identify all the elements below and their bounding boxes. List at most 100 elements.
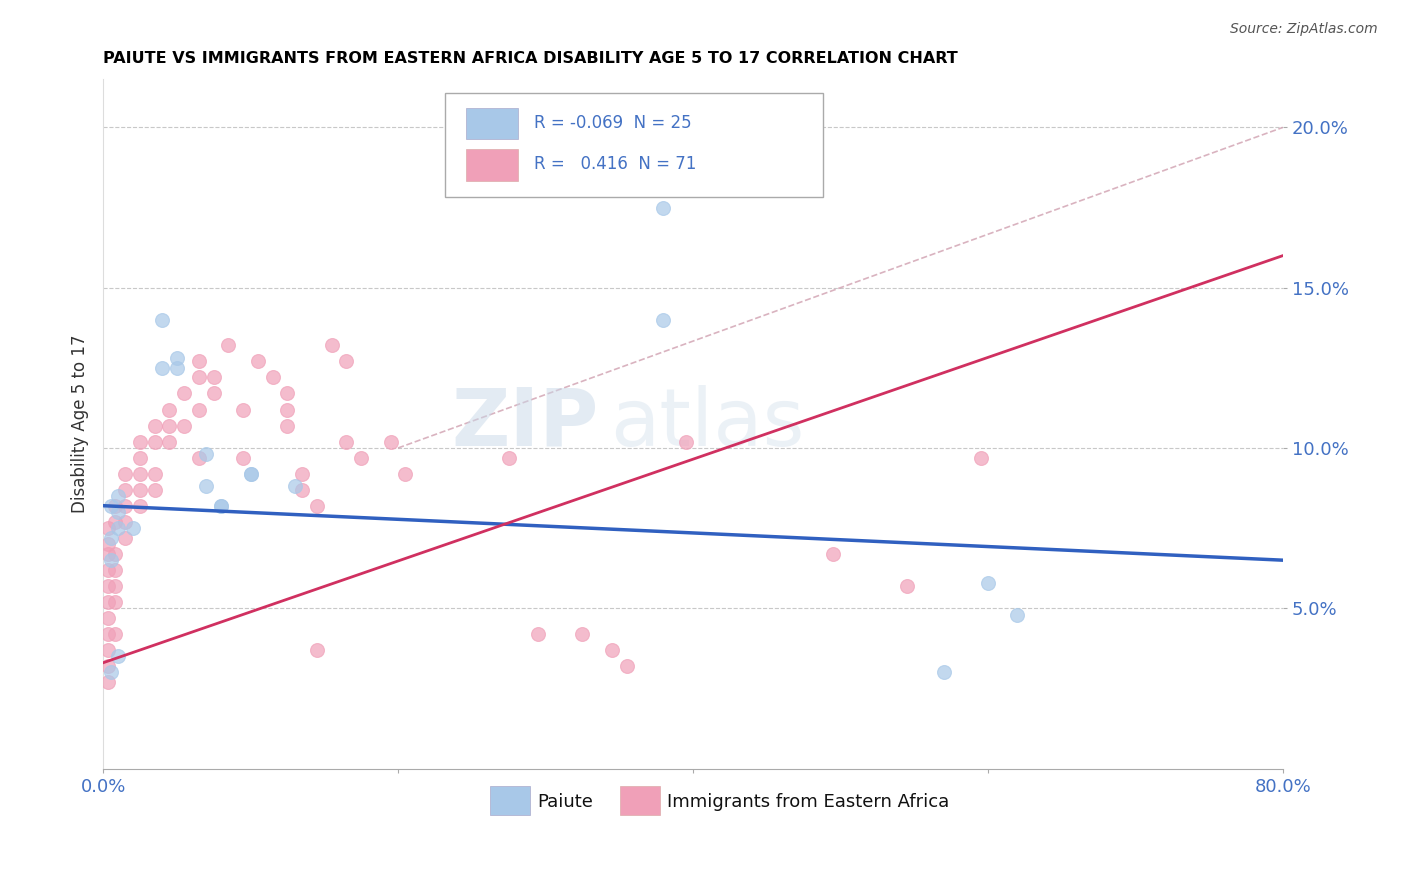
Point <box>107 489 129 503</box>
Point <box>202 370 225 384</box>
Point <box>305 643 328 657</box>
Point <box>114 499 136 513</box>
Point <box>276 386 298 401</box>
Point <box>100 531 122 545</box>
Point <box>262 370 284 384</box>
Point <box>239 467 262 481</box>
Point <box>96 611 118 625</box>
Point <box>143 483 166 497</box>
Point <box>246 354 269 368</box>
Point <box>114 483 136 497</box>
Point <box>96 521 118 535</box>
Point <box>291 467 314 481</box>
Point <box>96 659 118 673</box>
Point <box>104 547 127 561</box>
Point <box>188 450 211 465</box>
Point <box>1007 607 1029 622</box>
Point <box>239 467 262 481</box>
Point <box>96 537 118 551</box>
Point <box>276 402 298 417</box>
Point <box>748 146 770 161</box>
Point <box>143 467 166 481</box>
Point <box>932 665 955 680</box>
Y-axis label: Disability Age 5 to 17: Disability Age 5 to 17 <box>72 334 89 513</box>
Point <box>107 649 129 664</box>
Point <box>195 447 218 461</box>
Point <box>100 499 122 513</box>
Point <box>104 499 127 513</box>
Point <box>188 402 211 417</box>
Point <box>616 659 638 673</box>
Point <box>96 627 118 641</box>
Point <box>150 360 173 375</box>
Point <box>209 499 232 513</box>
Point <box>114 467 136 481</box>
Point <box>188 354 211 368</box>
Point <box>675 434 697 449</box>
Point <box>150 312 173 326</box>
Point <box>159 418 181 433</box>
FancyBboxPatch shape <box>467 149 519 181</box>
Point <box>107 521 129 535</box>
Point <box>202 386 225 401</box>
Point <box>107 505 129 519</box>
FancyBboxPatch shape <box>446 93 823 196</box>
Text: R =   0.416  N = 71: R = 0.416 N = 71 <box>534 155 696 173</box>
Text: Source: ZipAtlas.com: Source: ZipAtlas.com <box>1230 22 1378 37</box>
Point <box>166 351 188 366</box>
Point <box>104 563 127 577</box>
Point <box>527 627 550 641</box>
Text: Paiute: Paiute <box>537 793 593 811</box>
Point <box>380 434 402 449</box>
Point <box>96 579 118 593</box>
Point <box>100 665 122 680</box>
Point <box>104 595 127 609</box>
Point <box>188 370 211 384</box>
Point <box>129 499 152 513</box>
Point <box>159 434 181 449</box>
Point <box>335 434 357 449</box>
Text: Immigrants from Eastern Africa: Immigrants from Eastern Africa <box>666 793 949 811</box>
Point <box>104 579 127 593</box>
Point <box>96 643 118 657</box>
Point <box>143 434 166 449</box>
Point <box>394 467 416 481</box>
Point <box>96 547 118 561</box>
Point <box>159 402 181 417</box>
Point <box>321 338 343 352</box>
Point <box>104 627 127 641</box>
Point <box>96 595 118 609</box>
Point <box>100 553 122 567</box>
Point <box>571 627 593 641</box>
Point <box>121 521 143 535</box>
Point <box>652 201 675 215</box>
Point <box>305 499 328 513</box>
Point <box>114 531 136 545</box>
Text: atlas: atlas <box>610 385 804 463</box>
Point <box>129 467 152 481</box>
Point <box>977 575 1000 590</box>
Point <box>350 450 373 465</box>
Point <box>498 450 520 465</box>
Point <box>96 675 118 690</box>
Point <box>600 643 623 657</box>
Point <box>284 479 307 493</box>
Point <box>276 418 298 433</box>
Text: ZIP: ZIP <box>451 385 599 463</box>
Point <box>104 515 127 529</box>
Point <box>195 479 218 493</box>
Point <box>652 312 675 326</box>
Point <box>291 483 314 497</box>
Point <box>209 499 232 513</box>
Point <box>173 418 195 433</box>
Point <box>166 360 188 375</box>
Point <box>173 386 195 401</box>
Point <box>129 450 152 465</box>
FancyBboxPatch shape <box>620 786 659 814</box>
Point <box>232 402 254 417</box>
FancyBboxPatch shape <box>491 786 530 814</box>
Point <box>114 515 136 529</box>
Point <box>232 450 254 465</box>
Point <box>129 434 152 449</box>
Point <box>217 338 239 352</box>
